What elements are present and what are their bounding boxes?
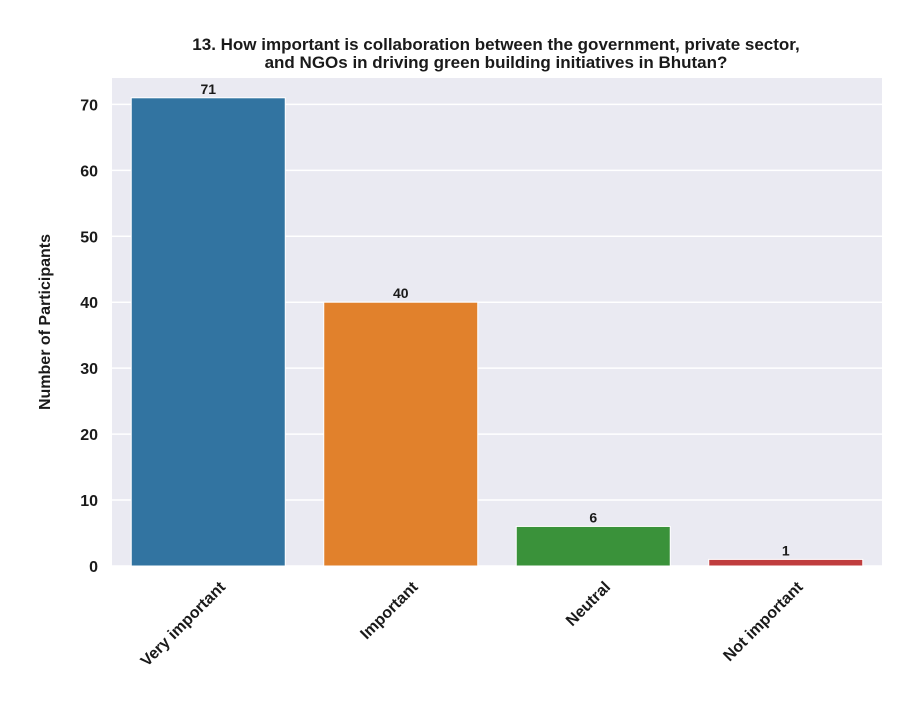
y-tick-label: 30: [80, 361, 98, 378]
y-tick-label: 10: [80, 493, 98, 510]
y-tick-label: 60: [80, 163, 98, 180]
bars: [130, 97, 864, 567]
data-label: 40: [393, 285, 409, 301]
data-label: 6: [589, 509, 597, 525]
bar-not-important: [708, 558, 864, 567]
y-tick-label: 50: [80, 229, 98, 246]
chart-title-line2: and NGOs in driving green building initi…: [265, 53, 728, 72]
data-label: 1: [782, 542, 790, 558]
bar-neutral: [515, 525, 671, 567]
y-tick-label: 40: [80, 295, 98, 312]
x-axis-ticks: Very important Important Neutral Not import…: [138, 578, 807, 670]
bar-very-important: [130, 97, 286, 567]
x-tick-label: Very important: [138, 578, 230, 670]
y-tick-label: 20: [80, 427, 98, 444]
x-tick-label: Not important: [720, 578, 807, 665]
data-labels: 71 40 6 1: [200, 81, 789, 559]
y-axis-label: Number of Participants: [37, 234, 54, 410]
x-tick-label: Neutral: [563, 579, 614, 630]
bar-important: [323, 301, 479, 567]
y-axis-ticks: 0 10 20 30 40 50 60 70: [80, 97, 98, 576]
chart-title-line1: 13. How important is collaboration betwe…: [192, 35, 799, 54]
x-tick-label: Important: [357, 578, 422, 643]
y-tick-label: 70: [80, 97, 98, 114]
y-tick-label: 0: [89, 559, 98, 576]
data-label: 71: [200, 81, 216, 97]
